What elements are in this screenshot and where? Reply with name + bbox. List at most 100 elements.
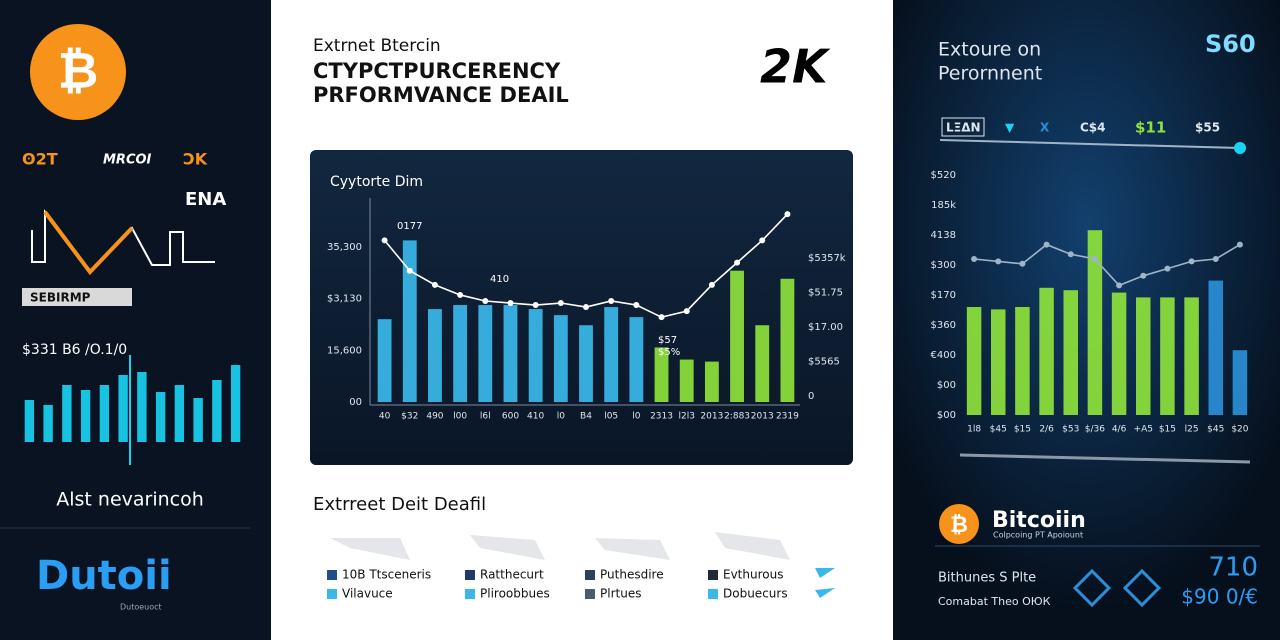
y-label: $170 bbox=[931, 290, 956, 301]
x-tick-label: 2319 bbox=[776, 412, 799, 422]
decor-swooshes bbox=[330, 532, 790, 560]
x-tick-label: $45 bbox=[990, 425, 1007, 435]
legend-label: Pliroobbues bbox=[480, 587, 550, 601]
right-label: $5565 bbox=[808, 357, 840, 368]
chart-title: Cyytorte Dim bbox=[330, 174, 423, 190]
brand-sub: Colpcoing PT Apoiount bbox=[993, 531, 1083, 540]
x-tick-label: 2013 bbox=[700, 412, 723, 422]
trend-point bbox=[1140, 272, 1147, 279]
trend-point bbox=[457, 291, 464, 298]
badge bbox=[22, 288, 132, 306]
y-label: 00 bbox=[349, 397, 362, 408]
footer-text: Comabat Theo ОЮК bbox=[938, 595, 1051, 608]
trend-point bbox=[532, 302, 539, 309]
bar bbox=[402, 240, 417, 402]
legend-swatch bbox=[327, 570, 337, 580]
brand-sub: Dutoeuoct bbox=[120, 603, 162, 612]
swoosh bbox=[595, 538, 670, 560]
decor-line bbox=[939, 139, 1241, 149]
x-tick-label: $45 bbox=[1207, 425, 1224, 435]
y-label: 15,600 bbox=[327, 345, 362, 356]
toolbar-item: C$4 bbox=[1080, 121, 1106, 135]
legend-swatch bbox=[585, 589, 595, 599]
legend-swatch bbox=[708, 589, 718, 599]
legend-swatch bbox=[465, 589, 475, 599]
trend-line bbox=[974, 243, 1241, 287]
trend-point bbox=[1043, 241, 1050, 248]
decor-arrows bbox=[815, 568, 835, 598]
toolbar-box bbox=[941, 117, 985, 137]
decor-line bbox=[31, 209, 215, 274]
bar bbox=[1015, 307, 1030, 415]
section-title: Extrreet Deit Deafil bbox=[313, 494, 486, 515]
x-tick-label: l6l bbox=[480, 412, 491, 422]
bar bbox=[1039, 287, 1054, 415]
annotation: 410 bbox=[490, 274, 509, 285]
bitcoin-icon bbox=[30, 24, 126, 120]
trend-point bbox=[784, 211, 791, 218]
right-label: $51.75 bbox=[808, 288, 843, 299]
logo: MRCOI bbox=[103, 153, 152, 168]
y-label: €400 bbox=[931, 350, 956, 361]
axis bbox=[959, 453, 1251, 464]
y-label: $300 bbox=[931, 260, 956, 271]
swoosh bbox=[715, 532, 790, 560]
trend-point bbox=[482, 298, 489, 304]
x-tick-label: l0 bbox=[557, 412, 566, 422]
bar bbox=[1111, 292, 1127, 415]
legend-label: Evthurous bbox=[723, 568, 783, 582]
legend-label: Ratthecurt bbox=[480, 568, 544, 582]
logo: ENA bbox=[185, 189, 226, 210]
trend-point bbox=[1188, 258, 1195, 265]
x-tick-label: 2313 bbox=[650, 412, 673, 422]
bar bbox=[755, 325, 770, 402]
bar bbox=[579, 325, 593, 402]
bar bbox=[654, 347, 669, 402]
trend-point bbox=[971, 256, 978, 262]
x-tick-label: 490 bbox=[426, 412, 443, 422]
y-label: $520 bbox=[931, 170, 956, 181]
trend-point bbox=[1164, 265, 1171, 272]
legend-swatch bbox=[327, 589, 337, 599]
bar bbox=[1232, 350, 1248, 415]
bar bbox=[118, 375, 128, 442]
toolbar-item: $55 bbox=[1195, 121, 1220, 135]
x-tick-label: 410 bbox=[527, 412, 544, 422]
title: Extoure on bbox=[938, 39, 1041, 61]
icon bbox=[1122, 568, 1162, 608]
icon bbox=[1072, 568, 1112, 608]
x-tick-label: $32 bbox=[401, 412, 418, 422]
trend-point bbox=[658, 314, 665, 321]
x-tick-label: +A5 bbox=[1134, 425, 1153, 435]
logo: ʘ2T bbox=[22, 150, 58, 169]
trend-point bbox=[759, 237, 766, 244]
x-tick-label: 40 bbox=[379, 412, 391, 422]
x-tick-label: $20 bbox=[1231, 425, 1248, 435]
trend-point bbox=[995, 258, 1002, 265]
annotation: $5% bbox=[658, 347, 680, 358]
bar bbox=[428, 309, 442, 402]
x-tick-label: l05 bbox=[604, 412, 618, 422]
bitcoin-symbol: ₿ bbox=[950, 513, 968, 538]
toolbar-item: X bbox=[1040, 121, 1050, 135]
bar bbox=[1184, 297, 1199, 415]
bar bbox=[553, 315, 568, 402]
x-tick-label: $15 bbox=[1014, 425, 1031, 435]
x-tick-label: $/36 bbox=[1085, 425, 1105, 435]
trend-point bbox=[557, 300, 564, 307]
bar bbox=[174, 385, 185, 442]
legend-label: 10B Ttsceneris bbox=[342, 568, 431, 582]
x-tick-label: l2l3 bbox=[678, 412, 694, 422]
y-label: 4138 bbox=[931, 230, 956, 241]
toolbar-item: LΞΔN bbox=[946, 121, 981, 135]
swoosh bbox=[330, 538, 410, 560]
trend-point bbox=[683, 308, 690, 315]
trend-point bbox=[734, 259, 741, 266]
toolbar-item: ▼ bbox=[1005, 121, 1015, 135]
stat: 710 bbox=[1208, 553, 1258, 583]
bitcoin-icon bbox=[939, 504, 979, 544]
annotation: 0177 bbox=[397, 221, 422, 232]
trend-point bbox=[1091, 256, 1098, 262]
x-tick-label: l0 bbox=[632, 412, 641, 422]
badge: 2K bbox=[760, 40, 831, 94]
